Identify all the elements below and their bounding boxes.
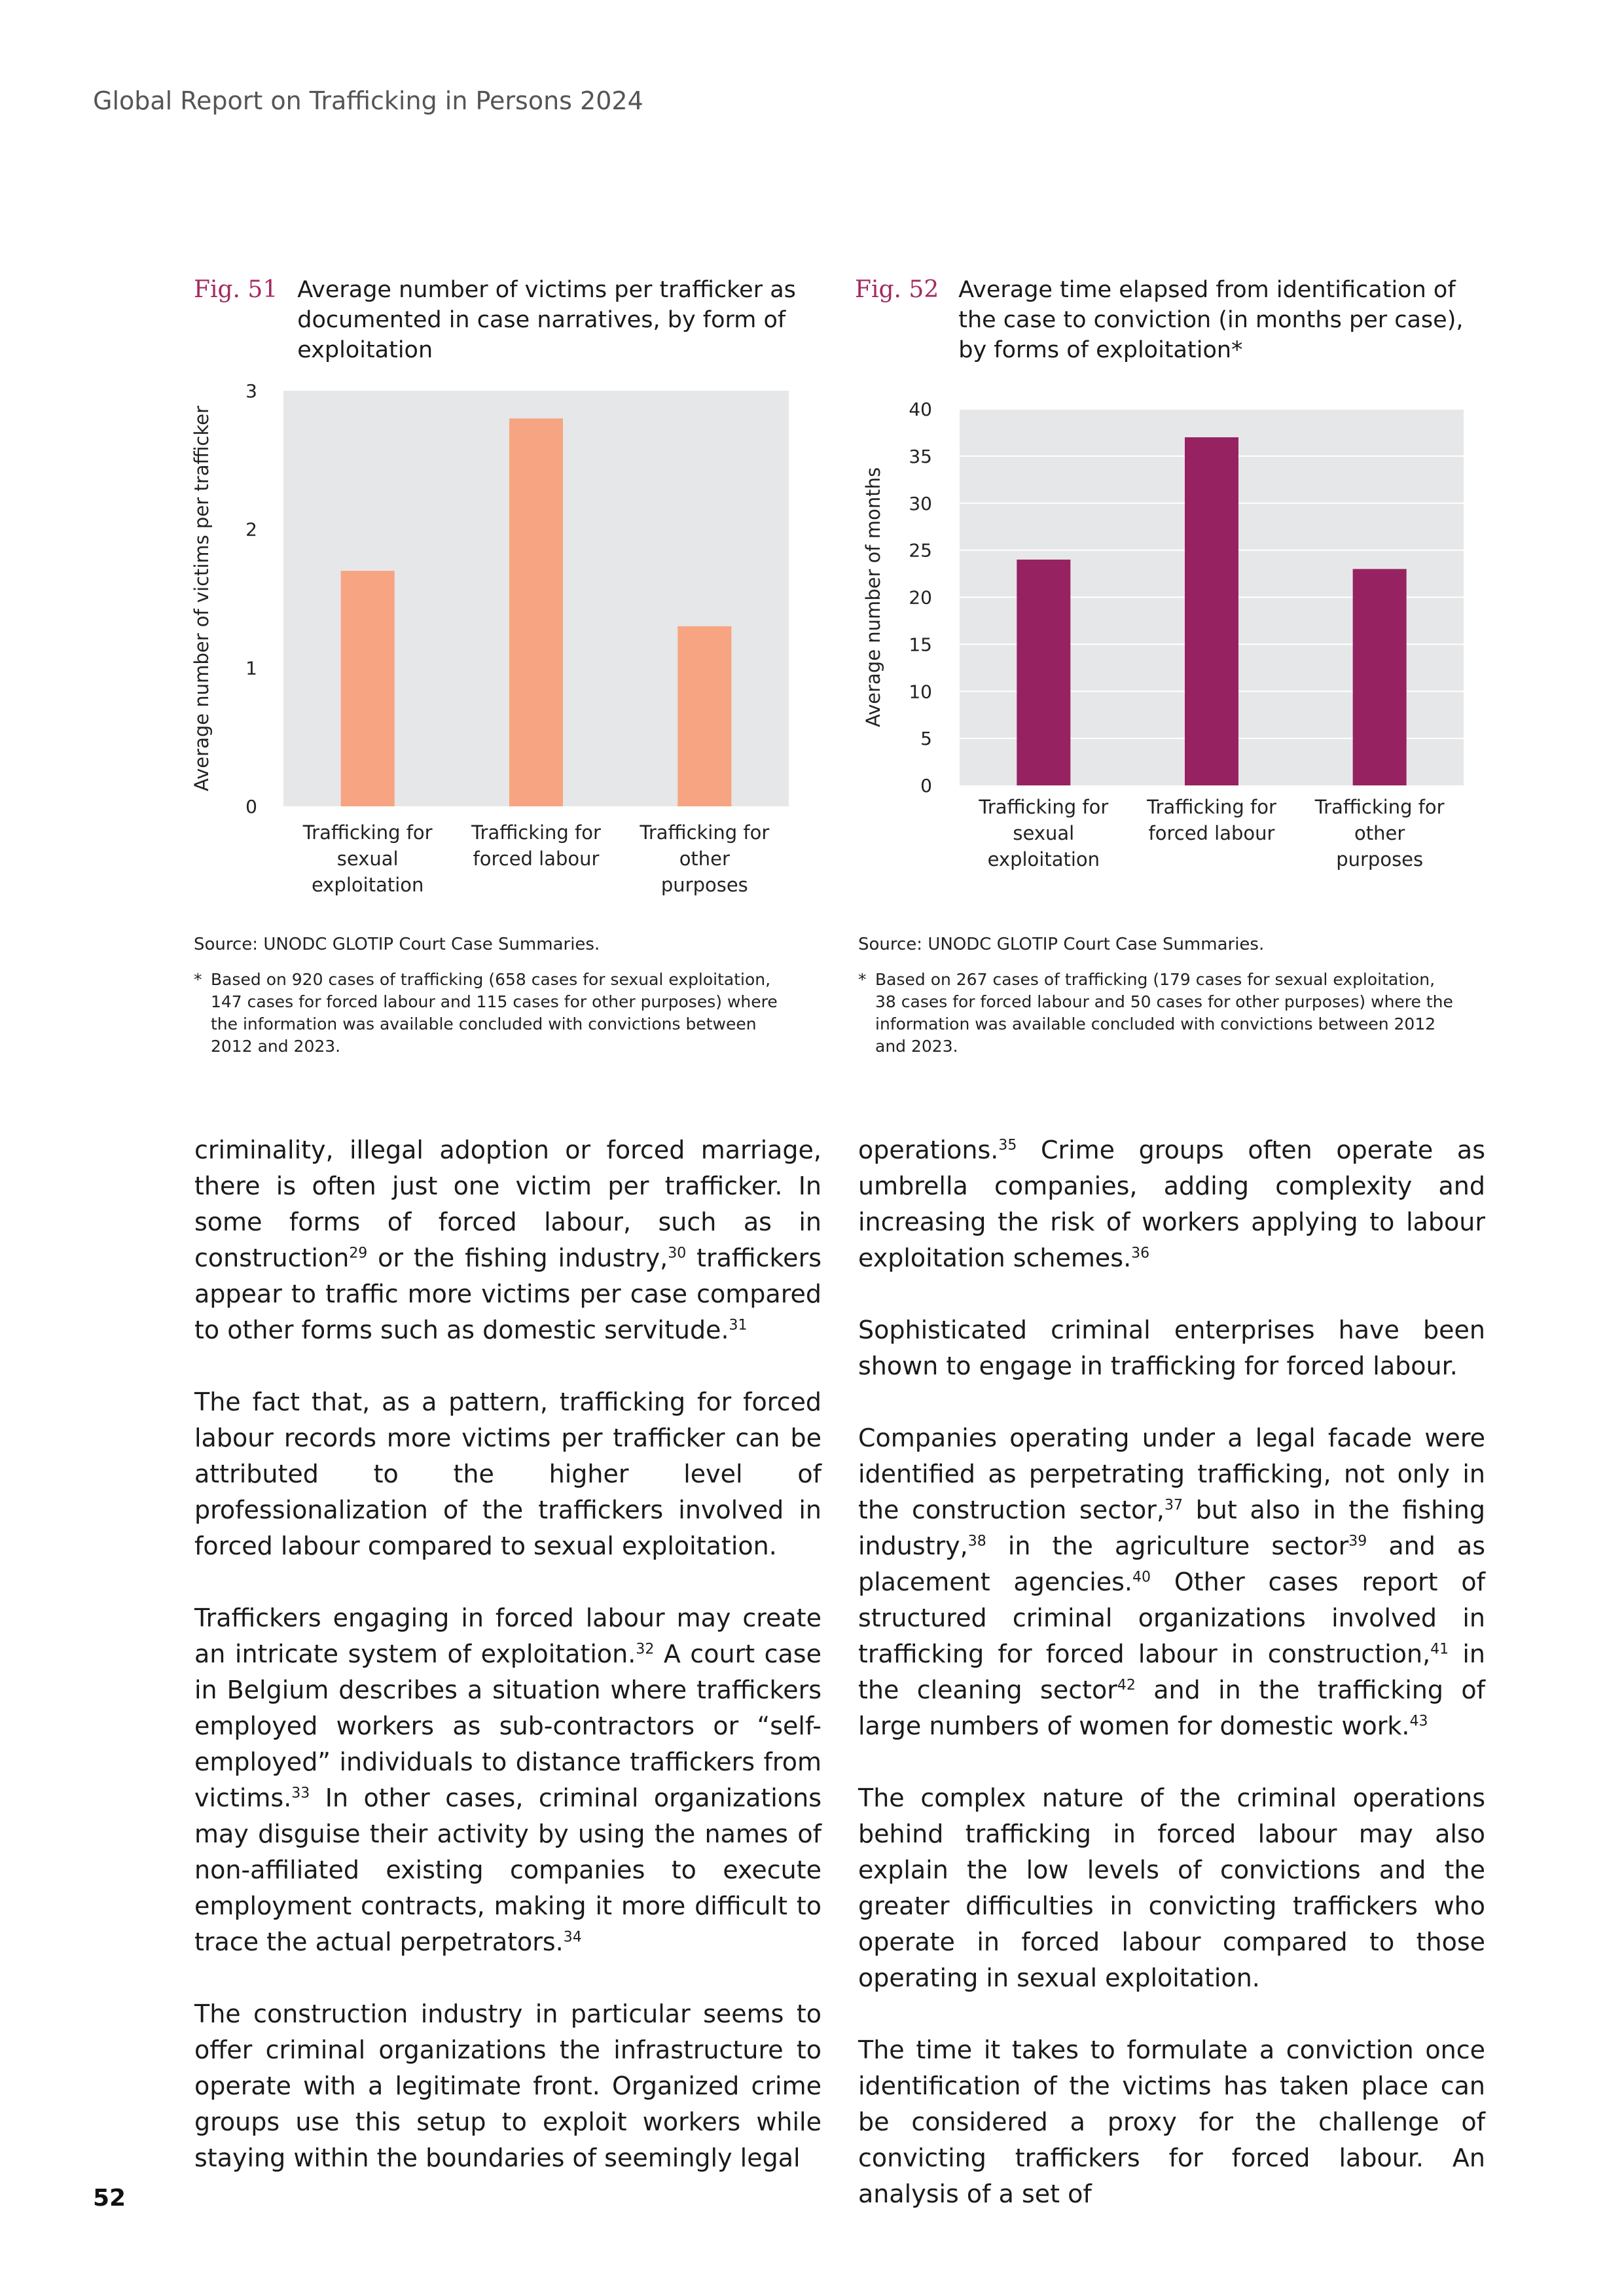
figure-note: * Based on 267 cases of trafficking (179… bbox=[858, 969, 1454, 1058]
figure-title: Average time elapsed from identification… bbox=[958, 277, 1464, 363]
bar bbox=[677, 626, 732, 806]
x-category-label: forced labour bbox=[473, 848, 600, 870]
x-category-label: purposes bbox=[661, 874, 748, 896]
x-category-label: exploitation bbox=[312, 874, 424, 896]
y-tick-label: 0 bbox=[920, 775, 932, 797]
y-tick-label: 1 bbox=[245, 657, 257, 679]
bar bbox=[1017, 560, 1071, 785]
y-tick-label: 35 bbox=[909, 446, 932, 467]
bar bbox=[1352, 569, 1407, 785]
x-category-label: sexual bbox=[337, 848, 399, 870]
note-text: Based on 267 cases of trafficking (179 c… bbox=[875, 970, 1453, 1056]
bar bbox=[509, 418, 563, 806]
chart-svg-victims-per-trafficker: 0 1 2 3 Average number of victims per traffi… bbox=[190, 380, 789, 896]
paragraph: operations.35 Crime groups often operate… bbox=[858, 1136, 1485, 1272]
x-category-label: sexual bbox=[1013, 822, 1074, 844]
figure-label: Fig. 52 bbox=[855, 276, 939, 303]
x-category-label: other bbox=[679, 848, 730, 870]
chart-months-to-conviction: 0 5 10 15 20 25 30 35 40 Average number of months… bbox=[851, 393, 1486, 903]
paragraph: Traffickers engaging in forced labour ma… bbox=[194, 1604, 821, 1956]
x-category-label: purposes bbox=[1336, 848, 1423, 870]
y-tick-label: 30 bbox=[909, 493, 932, 514]
x-category-label: Trafficking for bbox=[471, 821, 601, 844]
y-tick-label: 15 bbox=[909, 634, 932, 655]
figure-source: Source: UNODC GLOTIP Court Case Summarie… bbox=[194, 935, 600, 954]
y-tick-label: 2 bbox=[245, 519, 257, 541]
y-tick-label: 10 bbox=[909, 681, 932, 702]
note-text: Based on 920 cases of trafficking (658 c… bbox=[211, 970, 778, 1056]
figure-51: Fig. 51 Average number of victims per tr… bbox=[194, 275, 803, 365]
y-tick-label: 5 bbox=[920, 728, 932, 749]
paragraph: The time it takes to formulate a convict… bbox=[858, 2036, 1485, 2208]
figure-52: Fig. 52 Average time elapsed from identi… bbox=[855, 275, 1464, 365]
paragraph: criminality, illegal adoption or forced … bbox=[194, 1136, 821, 1344]
bar bbox=[1185, 437, 1238, 785]
paragraph: The construction industry in particular … bbox=[194, 2000, 821, 2172]
y-axis-label: Average number of victims per trafficker bbox=[190, 406, 213, 791]
x-category-label: Trafficking for bbox=[978, 796, 1108, 818]
figure-title: Average number of victims per trafficker… bbox=[297, 277, 796, 363]
paragraph: Sophisticated criminal enterprises have … bbox=[858, 1316, 1485, 1380]
x-category-label: Trafficking for bbox=[1146, 796, 1276, 818]
x-category-label: Trafficking for bbox=[639, 821, 769, 844]
page-number: 52 bbox=[93, 2185, 126, 2212]
y-tick-label: 25 bbox=[909, 540, 932, 562]
x-category-label: Trafficking for bbox=[1314, 796, 1445, 818]
x-category-label: other bbox=[1354, 822, 1405, 844]
y-tick-label: 3 bbox=[245, 380, 257, 402]
figure-source: Source: UNODC GLOTIP Court Case Summarie… bbox=[858, 935, 1265, 954]
chart-svg-months-to-conviction: 0 5 10 15 20 25 30 35 40 Average number of months… bbox=[862, 399, 1464, 870]
y-tick-label: 0 bbox=[245, 796, 257, 817]
body-column-right: operations.35 Crime groups often operate… bbox=[858, 1132, 1485, 2248]
paragraph: The complex nature of the criminal opera… bbox=[858, 1784, 1485, 1992]
note-marker: * bbox=[194, 970, 202, 989]
bar bbox=[340, 571, 395, 806]
x-category-label: Trafficking for bbox=[302, 821, 433, 844]
figure-note: * Based on 920 cases of trafficking (658… bbox=[194, 969, 789, 1058]
running-header: Global Report on Trafficking in Persons … bbox=[93, 86, 643, 115]
y-tick-label: 20 bbox=[909, 587, 932, 609]
paragraph: Companies operating under a legal facade… bbox=[858, 1424, 1486, 1740]
y-axis-label: Average number of months bbox=[862, 467, 884, 727]
note-marker: * bbox=[858, 970, 867, 989]
x-category-label: exploitation bbox=[988, 848, 1100, 870]
paragraph: The fact that, as a pattern, trafficking… bbox=[194, 1388, 821, 1560]
body-column-left: criminality, illegal adoption or forced … bbox=[194, 1132, 821, 2212]
x-category-label: forced labour bbox=[1149, 822, 1275, 844]
figure-label: Fig. 51 bbox=[194, 276, 278, 303]
chart-victims-per-trafficker: 0 1 2 3 Average number of victims per traffi… bbox=[190, 373, 812, 916]
y-tick-label: 40 bbox=[909, 399, 932, 420]
